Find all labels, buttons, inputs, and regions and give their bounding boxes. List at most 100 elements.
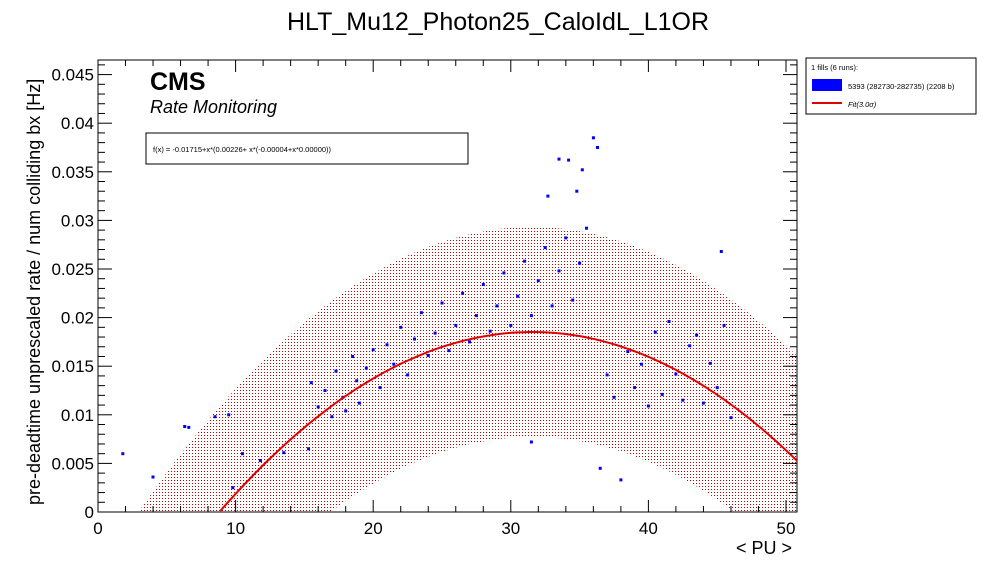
legend-fit-label: Fit(3.0σ)	[848, 100, 877, 109]
data-point	[580, 168, 584, 172]
fit-band	[98, 227, 797, 512]
data-point	[674, 372, 678, 376]
data-point	[688, 344, 692, 348]
data-point	[543, 246, 547, 250]
data-point	[708, 361, 712, 365]
data-point	[419, 311, 423, 315]
data-point	[585, 226, 588, 230]
x-tick-label: 30	[501, 519, 520, 538]
x-tick-label: 0	[93, 519, 102, 538]
data-point	[653, 330, 657, 334]
data-point	[309, 381, 313, 385]
data-point	[564, 236, 568, 240]
y-tick-label: 0.04	[61, 114, 94, 133]
x-tick-label: 40	[639, 519, 658, 538]
legend-header: 1 fills (6 runs):	[811, 63, 858, 72]
rate-monitoring-label: Rate Monitoring	[150, 97, 277, 117]
fit-curve	[219, 331, 797, 512]
y-tick-label: 0.025	[51, 260, 94, 279]
data-point	[509, 323, 513, 327]
data-point	[546, 194, 550, 198]
legend-series-label: 5393 (282730-282735) (2208 b)	[848, 82, 955, 91]
data-point	[323, 389, 327, 392]
data-point	[344, 409, 348, 413]
y-tick-label: 0.015	[51, 357, 94, 376]
data-point	[596, 146, 599, 149]
data-point	[371, 348, 375, 352]
data-point	[575, 189, 579, 193]
data-point	[385, 343, 389, 347]
x-tick-label: 20	[364, 519, 383, 538]
y-axis: 0 0.005 0.01 0.015 0.02 0.025 0.03 0.035 0.04 0.0…	[51, 64, 797, 522]
data-point	[406, 373, 410, 377]
data-point	[612, 395, 616, 399]
data-point	[440, 301, 444, 305]
data-point	[488, 329, 492, 333]
y-tick-label: 0.02	[61, 309, 94, 328]
data-point	[646, 404, 650, 408]
data-point	[392, 362, 396, 366]
data-point	[461, 291, 465, 295]
data-point	[121, 452, 125, 456]
data-point	[578, 261, 582, 265]
data-point	[351, 355, 355, 358]
data-point	[231, 486, 235, 490]
data-point	[591, 136, 595, 140]
y-tick-label: 0.005	[51, 454, 94, 473]
data-point	[213, 415, 217, 419]
data-point	[550, 304, 554, 308]
data-point	[426, 354, 430, 357]
data-point	[282, 451, 286, 455]
data-point	[502, 271, 506, 275]
data-point	[378, 386, 382, 390]
x-axis-label: < PU >	[736, 538, 792, 558]
data-point	[355, 379, 359, 383]
fit-formula-box: f(x) = -0.01715+x*(0.00226+ x*(-0.00004+…	[145, 132, 469, 165]
data-point	[557, 269, 561, 273]
data-point	[227, 413, 231, 417]
data-point	[481, 283, 485, 286]
data-point	[468, 340, 471, 344]
data-point	[364, 366, 368, 370]
y-tick-label: 0.045	[51, 66, 94, 85]
data-point	[151, 475, 155, 479]
data-point	[722, 323, 726, 327]
data-point	[571, 298, 575, 302]
x-axis: 0 10 20 30 40 50	[93, 60, 795, 538]
data-point	[681, 398, 685, 402]
data-point	[183, 425, 187, 428]
data-point	[316, 405, 320, 409]
data-point	[187, 425, 191, 429]
y-tick-label: 0.035	[51, 163, 94, 182]
data-point	[258, 459, 262, 462]
chart-title: HLT_Mu12_Photon25_CaloIdL_L1OR	[287, 8, 709, 36]
data-point	[474, 314, 478, 318]
data-point	[495, 304, 499, 308]
x-tick-label: 10	[226, 519, 245, 538]
y-tick-label: 0	[85, 503, 94, 522]
legend: 1 fills (6 runs): 5393 (282730-282735) (…	[805, 57, 977, 115]
data-point	[626, 350, 630, 354]
data-point	[701, 401, 705, 405]
data-point	[557, 157, 561, 161]
data-point	[447, 349, 451, 353]
data-point	[605, 373, 609, 377]
data-point	[529, 440, 533, 444]
data-point	[660, 392, 664, 396]
data-point	[307, 447, 310, 451]
data-point	[330, 415, 334, 419]
data-point	[433, 331, 437, 335]
data-point	[334, 369, 338, 373]
data-point	[529, 314, 533, 318]
data-point	[619, 478, 623, 482]
data-point	[667, 320, 671, 323]
data-point	[413, 337, 416, 341]
data-point	[399, 325, 403, 329]
data-point	[715, 386, 719, 390]
legend-swatch-series	[812, 79, 842, 91]
data-point	[567, 158, 571, 162]
y-tick-label: 0.01	[61, 406, 94, 425]
data-point	[633, 386, 637, 390]
fit-formula: f(x) = -0.01715+x*(0.00226+ x*(-0.00004+…	[153, 145, 332, 154]
data-point	[719, 250, 723, 253]
